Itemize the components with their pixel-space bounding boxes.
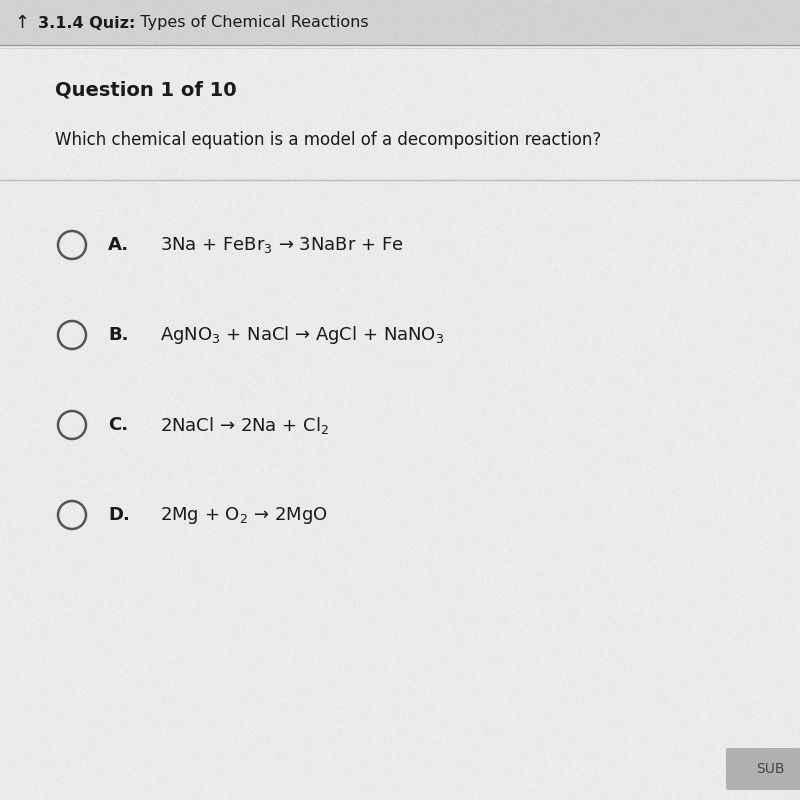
Text: 2NaCl → 2Na + Cl$_2$: 2NaCl → 2Na + Cl$_2$ — [160, 414, 329, 435]
Text: B.: B. — [108, 326, 129, 344]
Text: 3.1.4 Quiz:: 3.1.4 Quiz: — [38, 15, 135, 30]
Text: C.: C. — [108, 416, 128, 434]
Text: 3Na + FeBr$_3$ → 3NaBr + Fe: 3Na + FeBr$_3$ → 3NaBr + Fe — [160, 235, 403, 255]
Text: D.: D. — [108, 506, 130, 524]
Text: 2Mg + O$_2$ → 2MgO: 2Mg + O$_2$ → 2MgO — [160, 505, 328, 526]
Text: ↑: ↑ — [14, 14, 30, 32]
Text: Question 1 of 10: Question 1 of 10 — [55, 81, 237, 99]
Text: SUB: SUB — [756, 762, 784, 776]
Text: Types of Chemical Reactions: Types of Chemical Reactions — [130, 15, 369, 30]
Text: AgNO$_3$ + NaCl → AgCl + NaNO$_3$: AgNO$_3$ + NaCl → AgCl + NaNO$_3$ — [160, 324, 444, 346]
Text: A.: A. — [108, 236, 129, 254]
FancyBboxPatch shape — [726, 748, 800, 790]
Text: Which chemical equation is a model of a decomposition reaction?: Which chemical equation is a model of a … — [55, 131, 602, 149]
